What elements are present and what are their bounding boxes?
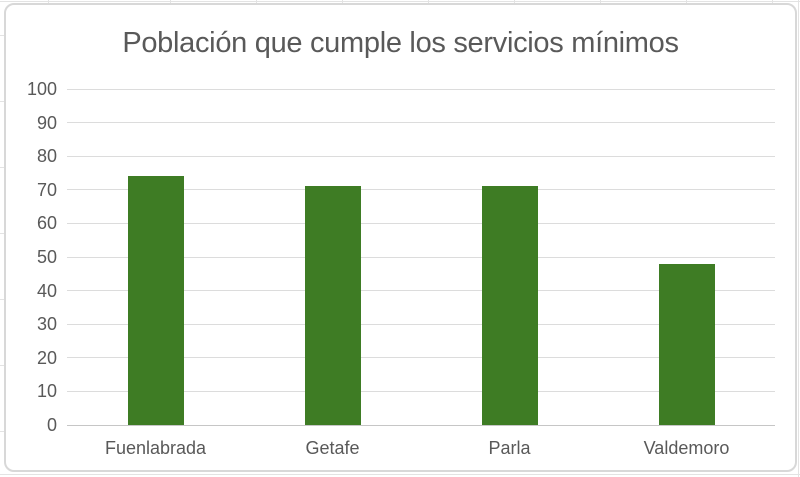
x-category-label: Fuenlabrada bbox=[104, 438, 207, 458]
y-gridline bbox=[67, 222, 775, 224]
x-category-label: Parla bbox=[488, 438, 531, 458]
bar bbox=[481, 186, 538, 425]
spreadsheet-gridline bbox=[48, 0, 49, 3]
bar bbox=[658, 263, 715, 425]
spreadsheet-gridline bbox=[0, 431, 4, 432]
y-tick-label: 0 bbox=[46, 415, 57, 435]
spreadsheet-gridline bbox=[428, 0, 429, 3]
spreadsheet-gridline bbox=[0, 35, 4, 36]
plot-area: 0 10 20 30 40 50 60 70 80 90 100 Fuenlabrada Getafe P… bbox=[6, 5, 795, 470]
y-gridline bbox=[67, 155, 775, 157]
y-gridline bbox=[67, 88, 775, 90]
x-category-label: Valdemoro bbox=[643, 438, 730, 458]
spreadsheet-gridline bbox=[0, 474, 800, 475]
y-gridline bbox=[67, 323, 775, 325]
spreadsheet-gridline bbox=[0, 365, 4, 366]
y-tick-label: 40 bbox=[36, 280, 57, 301]
y-tick-label: 90 bbox=[36, 112, 57, 133]
x-category-label: Getafe bbox=[305, 438, 360, 458]
y-tick-label: 80 bbox=[36, 146, 57, 167]
y-gridline bbox=[67, 256, 775, 258]
y-tick-label: 30 bbox=[36, 314, 57, 335]
spreadsheet-gridline bbox=[0, 299, 4, 300]
y-tick-label: 60 bbox=[36, 213, 57, 234]
spreadsheet-gridline bbox=[798, 0, 799, 477]
y-gridline bbox=[67, 357, 775, 359]
chart-area[interactable]: Población que cumple los servicios mínim… bbox=[4, 3, 797, 472]
y-gridline bbox=[67, 290, 775, 292]
y-tick-label: 10 bbox=[36, 381, 57, 402]
y-tick-label: 70 bbox=[36, 179, 57, 200]
spreadsheet-gridline bbox=[514, 0, 515, 3]
y-gridline bbox=[67, 122, 775, 124]
y-gridline bbox=[67, 189, 775, 191]
y-tick-label: 50 bbox=[36, 247, 57, 267]
x-axis-line bbox=[67, 425, 775, 426]
spreadsheet-gridline bbox=[772, 0, 773, 3]
y-tick-label: 100 bbox=[26, 79, 57, 99]
spreadsheet-gridline bbox=[0, 167, 4, 168]
spreadsheet-gridline bbox=[600, 0, 601, 3]
bar bbox=[304, 186, 361, 425]
spreadsheet-gridline bbox=[686, 0, 687, 3]
spreadsheet-gridline bbox=[170, 0, 171, 3]
y-tick-label: 20 bbox=[36, 347, 57, 368]
spreadsheet-gridline bbox=[0, 233, 4, 234]
spreadsheet-gridline bbox=[0, 1, 800, 2]
spreadsheet-gridline bbox=[342, 0, 343, 3]
spreadsheet-gridline bbox=[256, 0, 257, 3]
chart-title: Población que cumple los servicios mínim… bbox=[122, 27, 679, 59]
spreadsheet-gridline bbox=[0, 101, 4, 102]
bar bbox=[127, 176, 184, 425]
y-gridline bbox=[67, 390, 775, 392]
